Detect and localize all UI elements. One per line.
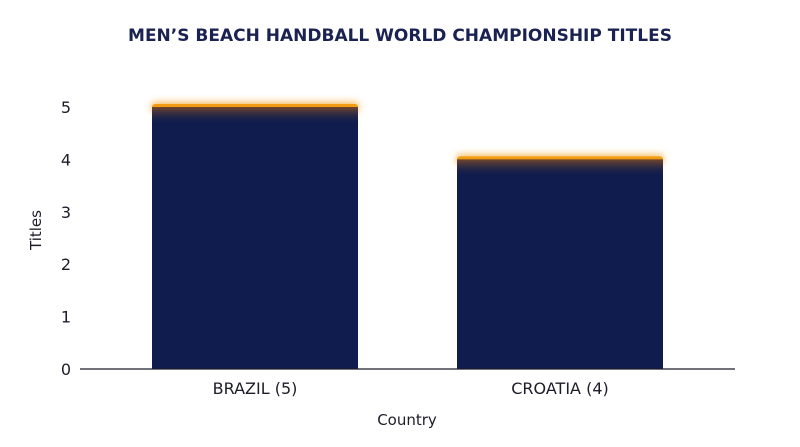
bar-top-shade <box>152 107 358 125</box>
y-axis-ticks: 0 1 2 3 4 5 <box>61 98 71 379</box>
y-tick-label: 3 <box>61 203 71 222</box>
y-tick-label: 5 <box>61 98 71 117</box>
bar <box>152 107 358 369</box>
x-category-label: BRAZIL (5) <box>213 379 298 398</box>
bar-top-shade <box>457 159 663 178</box>
chart-title: MEN’S BEACH HANDBALL WORLD CHAMPIONSHIP … <box>128 26 672 46</box>
y-tick-label: 1 <box>61 308 71 327</box>
y-tick-label: 4 <box>61 150 71 169</box>
y-tick-label: 0 <box>61 360 71 379</box>
y-tick-label: 2 <box>61 255 71 274</box>
bar <box>457 159 663 369</box>
x-category-label: CROATIA (4) <box>511 379 609 398</box>
x-axis-label: Country <box>377 411 437 429</box>
bars-group <box>152 103 663 369</box>
y-axis-label: Titles <box>27 210 45 251</box>
x-axis-categories: BRAZIL (5) CROATIA (4) <box>213 379 609 398</box>
